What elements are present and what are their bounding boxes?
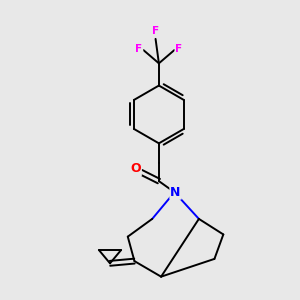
Text: N: N	[170, 186, 181, 199]
Text: F: F	[175, 44, 182, 54]
Text: O: O	[130, 162, 141, 176]
Text: F: F	[152, 26, 159, 36]
Text: F: F	[135, 44, 142, 54]
